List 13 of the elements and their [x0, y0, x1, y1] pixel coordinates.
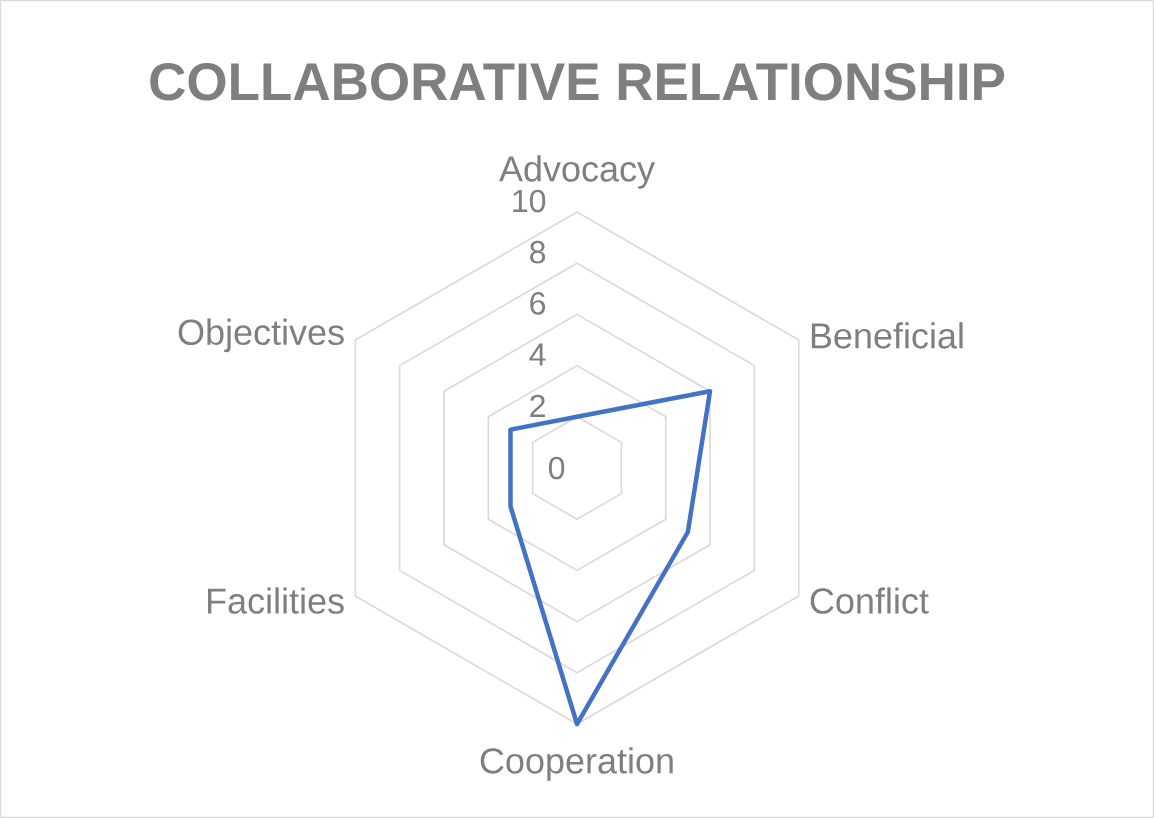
spoke-label: Advocacy	[499, 155, 655, 189]
spoke-label: Cooperation	[480, 747, 673, 781]
y-tick-label: 2	[530, 394, 545, 417]
y-tick-label: 10	[513, 189, 546, 213]
spoke-label: Conflict	[810, 587, 929, 614]
spoke-label: Beneficial	[811, 322, 963, 349]
spoke-label: Facilities	[208, 587, 344, 614]
y-tick-label: 4	[529, 343, 546, 366]
y-tick-label: 6	[530, 292, 546, 315]
chart-title: COLLABORATIVE RELATIONSHIP	[150, 62, 1005, 101]
spoke-label: Objectives	[178, 318, 344, 353]
y-tick-label: 0	[548, 456, 565, 480]
y-tick-label: 8	[530, 240, 546, 264]
